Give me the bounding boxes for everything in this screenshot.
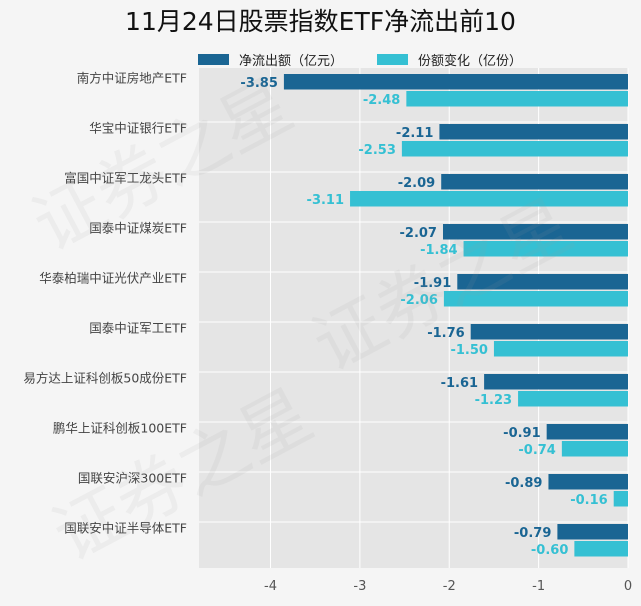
x-tick-label: -2 (443, 579, 456, 594)
data-label: -1.76 (427, 326, 464, 341)
legend-swatch-share-change (377, 54, 408, 65)
x-tick-label: -1 (532, 579, 545, 594)
data-label: -2.06 (400, 293, 437, 308)
data-label: -0.60 (531, 543, 568, 558)
data-label: -0.16 (570, 493, 607, 508)
y-category-label: 鹏华上证科创板100ETF (53, 421, 187, 436)
data-label: -1.23 (475, 393, 512, 408)
legend-swatch-net-outflow (198, 54, 229, 65)
bar (439, 124, 628, 140)
bar (283, 74, 628, 90)
legend-label-net-outflow: 净流出额（亿元） (239, 54, 344, 69)
data-label: -0.79 (514, 526, 551, 541)
data-label: -3.11 (307, 193, 344, 208)
bar (442, 224, 628, 240)
y-category-label: 国泰中证军工ETF (89, 321, 187, 336)
data-label: -2.11 (396, 126, 433, 141)
bar (406, 91, 628, 107)
bar (441, 174, 628, 190)
bar (401, 141, 628, 157)
data-label: -2.07 (400, 226, 437, 241)
data-label: -3.85 (240, 76, 277, 91)
data-label: -1.50 (450, 343, 487, 358)
bar (557, 524, 628, 540)
y-category-label: 华泰柏瑞中证光伏产业ETF (39, 271, 187, 286)
y-category-label: 南方中证房地产ETF (77, 71, 187, 86)
y-category-label: 国联安中证半导体ETF (64, 521, 187, 536)
y-category-label: 国联安沪深300ETF (78, 471, 187, 486)
bar (613, 491, 628, 507)
bar (470, 324, 628, 340)
data-label: -2.53 (358, 143, 395, 158)
data-label: -1.91 (414, 276, 451, 291)
x-tick-label: -3 (353, 579, 366, 594)
data-label: -2.48 (363, 93, 400, 108)
legend-label-share-change: 份额变化（亿份） (418, 54, 523, 69)
data-label: -1.61 (441, 376, 478, 391)
data-label: -2.09 (398, 176, 435, 191)
legend-item-net-outflow: 净流出额（亿元） (198, 50, 343, 69)
bar (493, 341, 628, 357)
bar (548, 474, 628, 490)
data-label: -0.91 (503, 426, 540, 441)
y-category-label: 国泰中证煤炭ETF (89, 221, 187, 236)
y-category-label: 易方达上证科创板50成份ETF (23, 371, 187, 386)
bar (546, 424, 628, 440)
chart-title: 11月24日股票指数ETF净流出前10 (125, 7, 516, 36)
data-label: -0.89 (505, 476, 542, 491)
bar (574, 541, 628, 557)
y-category-label: 华宝中证银行ETF (89, 121, 187, 136)
data-label: -1.84 (420, 243, 457, 258)
x-tick-label: -4 (264, 579, 277, 594)
x-tick-label: 0 (624, 579, 632, 594)
bar (463, 241, 628, 257)
bar (457, 274, 628, 290)
bar (350, 191, 628, 207)
data-label: -0.74 (518, 443, 555, 458)
y-category-label: 富国中证军工龙头ETF (64, 171, 187, 186)
bar (484, 374, 628, 390)
bar (561, 441, 628, 457)
bar (518, 391, 628, 407)
legend: 净流出额（亿元） 份额变化（亿份） (0, 50, 641, 69)
legend-item-share-change: 份额变化（亿份） (377, 50, 522, 69)
bar (443, 291, 628, 307)
